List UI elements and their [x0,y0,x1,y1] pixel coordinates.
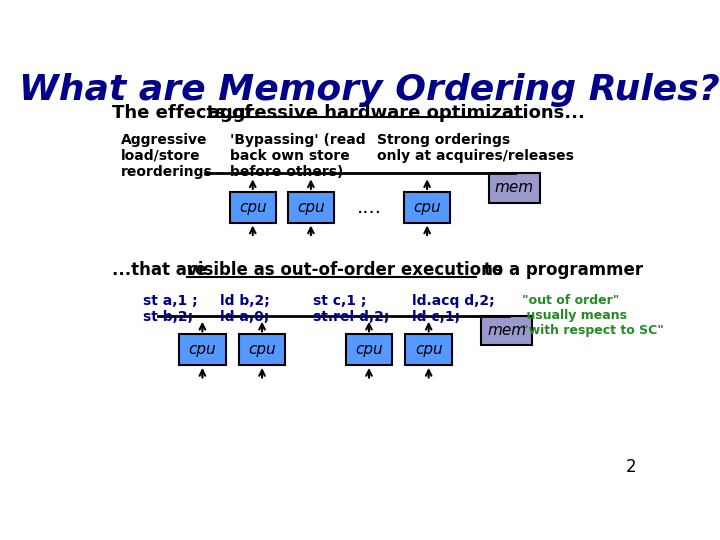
Text: ...that are: ...that are [112,261,212,279]
Text: cpu: cpu [297,200,325,215]
Bar [346,334,392,365]
Bar [179,334,225,365]
Bar [239,334,285,365]
Text: to a programmer: to a programmer [477,261,643,279]
Text: 2: 2 [626,458,636,476]
Bar [489,173,539,202]
Text: cpu: cpu [239,200,266,215]
Text: The effects of: The effects of [112,104,258,122]
Text: mem: mem [487,323,526,338]
Text: "out of order"
 usually means
"with respect to SC": "out of order" usually means "with respe… [523,294,665,338]
Text: cpu: cpu [415,342,443,357]
Text: mem: mem [495,180,534,195]
Bar [230,192,276,222]
Text: ....: .... [356,198,382,217]
Text: Strong orderings
only at acquires/releases: Strong orderings only at acquires/releas… [377,132,574,163]
Text: ld b,2;
ld a,0;: ld b,2; ld a,0; [220,294,270,325]
Bar [287,192,334,222]
Text: cpu: cpu [189,342,216,357]
Text: visible as out-of-order executions: visible as out-of-order executions [187,261,503,279]
Text: ld.acq d,2;
ld c,1;: ld.acq d,2; ld c,1; [412,294,494,325]
Text: st c,1 ;
st.rel d,2;: st c,1 ; st.rel d,2; [313,294,390,325]
Text: 'Bypassing' (read
back own store
before others): 'Bypassing' (read back own store before … [230,132,365,179]
Text: aggressive hardware optimizations...: aggressive hardware optimizations... [208,104,585,122]
Text: cpu: cpu [413,200,441,215]
Text: What are Memory Ordering Rules?: What are Memory Ordering Rules? [19,73,719,107]
Bar [482,316,532,345]
Bar [405,334,452,365]
Text: cpu: cpu [355,342,383,357]
Text: Aggressive
load/store
reorderings: Aggressive load/store reorderings [121,132,212,179]
Bar [404,192,451,222]
Text: cpu: cpu [248,342,276,357]
Text: st a,1 ;
st b,2;: st a,1 ; st b,2; [143,294,197,325]
